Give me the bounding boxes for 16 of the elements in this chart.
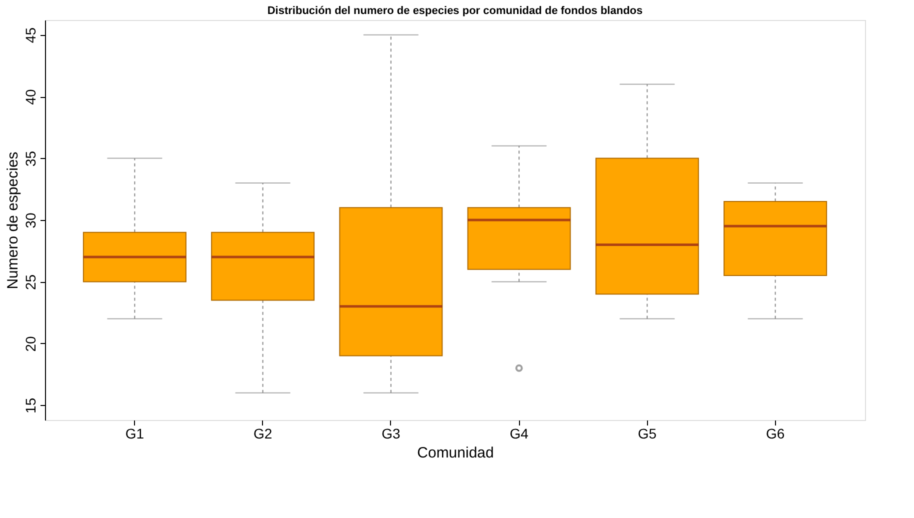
y-tick-label: 40 bbox=[22, 89, 38, 105]
y-tick-label: 30 bbox=[22, 212, 38, 228]
y-tick-label: 25 bbox=[22, 274, 38, 290]
x-tick-label: G4 bbox=[510, 426, 529, 442]
y-tick-label: 45 bbox=[22, 27, 38, 44]
y-tick-label: 20 bbox=[22, 336, 38, 352]
x-tick-label: G3 bbox=[382, 426, 400, 442]
x-tick-label: G5 bbox=[638, 426, 657, 442]
y-axis-title: Numero de especies bbox=[4, 152, 22, 290]
x-axis-title: Comunidad bbox=[417, 444, 494, 462]
y-tick-label: 35 bbox=[22, 150, 38, 167]
x-tick-label: G6 bbox=[766, 426, 785, 442]
y-tick-label: 15 bbox=[22, 398, 38, 414]
x-tick-label: G1 bbox=[125, 426, 144, 442]
chart-title: Distribución del numero de especies por comunidad de fondos blandos bbox=[267, 5, 643, 17]
x-tick-label: G2 bbox=[253, 426, 272, 442]
